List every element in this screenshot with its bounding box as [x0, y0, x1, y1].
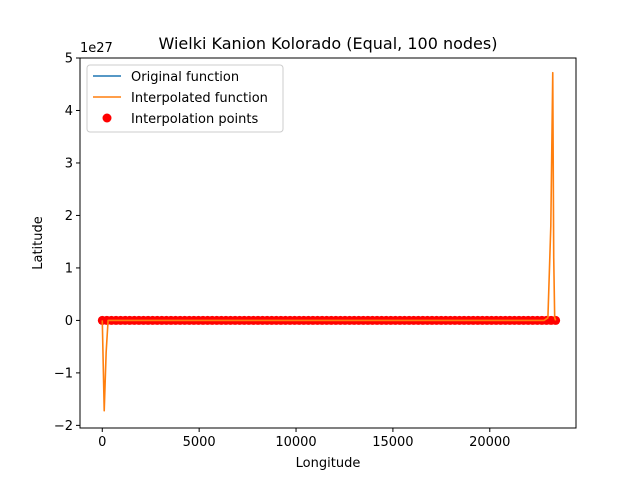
plot-marks	[97, 71, 561, 412]
y-tick-label: −2	[54, 419, 73, 434]
legend-label-original-function: Original function	[131, 70, 239, 85]
y-tick-label: 0	[65, 314, 73, 329]
y-tick-label: −1	[54, 366, 73, 381]
y-tick-label: 5	[65, 52, 73, 67]
y-axis-label: Latitude	[31, 216, 46, 270]
legend-label-interpolation-points: Interpolation points	[131, 112, 258, 127]
legend: Original function Interpolated function …	[86, 64, 284, 133]
series-line-interpolated-function	[101, 71, 557, 412]
y-tick-label: 2	[65, 209, 73, 224]
plot-frame	[79, 57, 577, 429]
y-tick-label: 4	[65, 104, 73, 119]
chart-title: Wielki Kanion Kolorado (Equal, 100 nodes…	[159, 34, 498, 53]
x-tick-label: 15000	[372, 435, 413, 450]
x-tick-label: 5000	[183, 435, 216, 450]
legend-box	[86, 64, 284, 133]
y-offset-label: 1e27	[80, 41, 113, 56]
x-tick-label: 20000	[469, 435, 510, 450]
x-axis-label: Longitude	[296, 456, 361, 471]
x-axis: 0 5000 10000 15000 20000	[98, 428, 510, 450]
y-tick-label: 3	[65, 156, 73, 171]
y-tick-label: 1	[65, 261, 73, 276]
x-tick-label: 0	[98, 435, 106, 450]
x-tick-label: 10000	[275, 435, 316, 450]
legend-swatch-interpolation-points	[102, 113, 112, 123]
y-axis: −2 −1 0 1 2 3 4 5	[54, 52, 80, 434]
legend-label-interpolated-function: Interpolated function	[131, 91, 268, 106]
